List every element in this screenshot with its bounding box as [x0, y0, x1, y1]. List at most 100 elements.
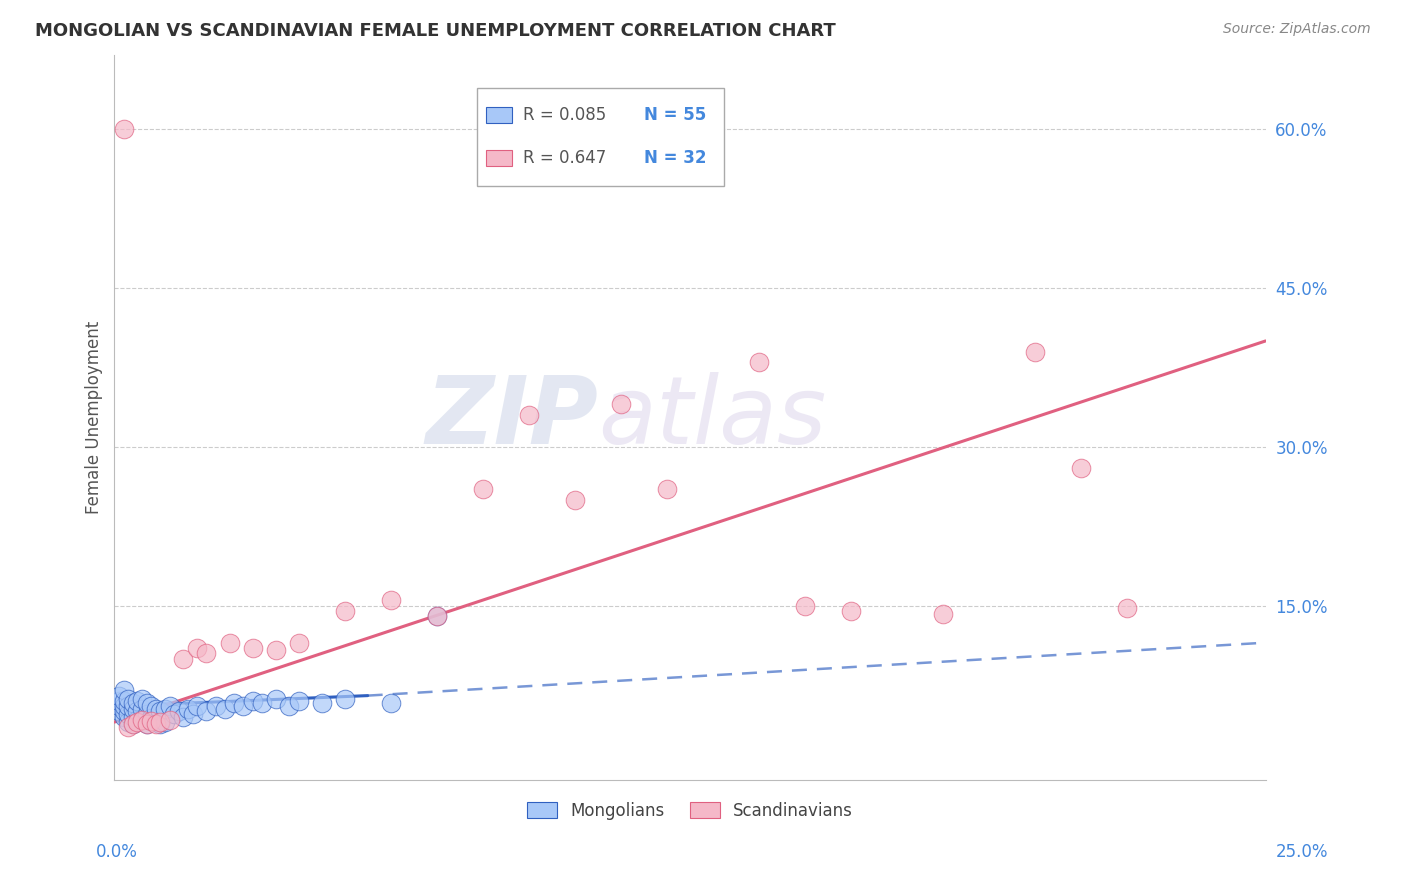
- Point: [380, 696, 402, 710]
- Point: [426, 609, 449, 624]
- Point: [127, 715, 149, 730]
- Point: [153, 715, 176, 730]
- Point: [127, 705, 149, 719]
- Point: [131, 713, 153, 727]
- Point: [311, 696, 333, 710]
- FancyBboxPatch shape: [486, 107, 512, 123]
- Point: [186, 640, 208, 655]
- Point: [112, 705, 135, 719]
- Point: [112, 122, 135, 136]
- Point: [108, 689, 131, 703]
- Point: [839, 604, 862, 618]
- Point: [108, 694, 131, 708]
- Point: [218, 635, 240, 649]
- Text: N = 55: N = 55: [644, 106, 706, 124]
- Point: [250, 696, 273, 710]
- Point: [204, 699, 226, 714]
- Point: [135, 717, 157, 731]
- Point: [794, 599, 817, 613]
- Y-axis label: Female Unemployment: Female Unemployment: [86, 321, 103, 515]
- Point: [131, 712, 153, 726]
- Point: [112, 710, 135, 724]
- Text: R = 0.085: R = 0.085: [523, 106, 606, 124]
- Point: [264, 691, 287, 706]
- Point: [121, 702, 143, 716]
- Point: [117, 715, 139, 730]
- Point: [932, 607, 955, 621]
- Point: [145, 715, 167, 730]
- Point: [181, 706, 204, 721]
- Point: [145, 717, 167, 731]
- Point: [108, 705, 131, 719]
- Point: [242, 694, 264, 708]
- Point: [748, 355, 770, 369]
- Point: [471, 482, 494, 496]
- Point: [135, 696, 157, 710]
- Point: [517, 408, 540, 422]
- FancyBboxPatch shape: [477, 87, 724, 186]
- Point: [172, 651, 194, 665]
- Point: [131, 691, 153, 706]
- Point: [117, 706, 139, 721]
- Point: [232, 699, 254, 714]
- Point: [112, 699, 135, 714]
- Point: [121, 717, 143, 731]
- Point: [117, 699, 139, 714]
- Point: [149, 705, 172, 719]
- Point: [224, 696, 246, 710]
- Point: [149, 715, 172, 730]
- Point: [655, 482, 678, 496]
- Legend: Mongolians, Scandinavians: Mongolians, Scandinavians: [520, 795, 859, 826]
- Text: R = 0.647: R = 0.647: [523, 149, 606, 168]
- Text: 0.0%: 0.0%: [96, 843, 138, 861]
- Point: [177, 702, 200, 716]
- Point: [287, 635, 309, 649]
- Text: Source: ZipAtlas.com: Source: ZipAtlas.com: [1223, 22, 1371, 37]
- Point: [610, 397, 633, 411]
- Point: [172, 710, 194, 724]
- Point: [287, 694, 309, 708]
- Point: [564, 492, 586, 507]
- Point: [135, 706, 157, 721]
- Point: [186, 699, 208, 714]
- Point: [195, 646, 218, 660]
- Point: [159, 699, 181, 714]
- Point: [117, 720, 139, 734]
- Point: [380, 593, 402, 607]
- Text: MONGOLIAN VS SCANDINAVIAN FEMALE UNEMPLOYMENT CORRELATION CHART: MONGOLIAN VS SCANDINAVIAN FEMALE UNEMPLO…: [35, 22, 837, 40]
- Point: [112, 694, 135, 708]
- Text: N = 32: N = 32: [644, 149, 706, 168]
- Point: [121, 696, 143, 710]
- Point: [333, 604, 356, 618]
- Point: [127, 713, 149, 727]
- Point: [121, 717, 143, 731]
- Text: atlas: atlas: [598, 372, 827, 463]
- Point: [141, 714, 163, 728]
- Point: [108, 699, 131, 714]
- Point: [117, 691, 139, 706]
- Point: [1070, 461, 1092, 475]
- Point: [145, 702, 167, 716]
- Point: [426, 609, 449, 624]
- Point: [131, 702, 153, 716]
- Point: [135, 717, 157, 731]
- Point: [153, 702, 176, 716]
- Point: [264, 643, 287, 657]
- Point: [278, 699, 301, 714]
- Text: ZIP: ZIP: [425, 372, 598, 464]
- Point: [127, 694, 149, 708]
- Point: [112, 683, 135, 698]
- Point: [121, 710, 143, 724]
- Point: [333, 691, 356, 706]
- FancyBboxPatch shape: [486, 150, 512, 166]
- Point: [159, 713, 181, 727]
- Point: [195, 705, 218, 719]
- Point: [214, 702, 236, 716]
- Point: [141, 711, 163, 725]
- Point: [1024, 344, 1046, 359]
- Point: [141, 699, 163, 714]
- Point: [163, 706, 186, 721]
- Point: [1116, 600, 1139, 615]
- Point: [149, 717, 172, 731]
- Point: [167, 705, 190, 719]
